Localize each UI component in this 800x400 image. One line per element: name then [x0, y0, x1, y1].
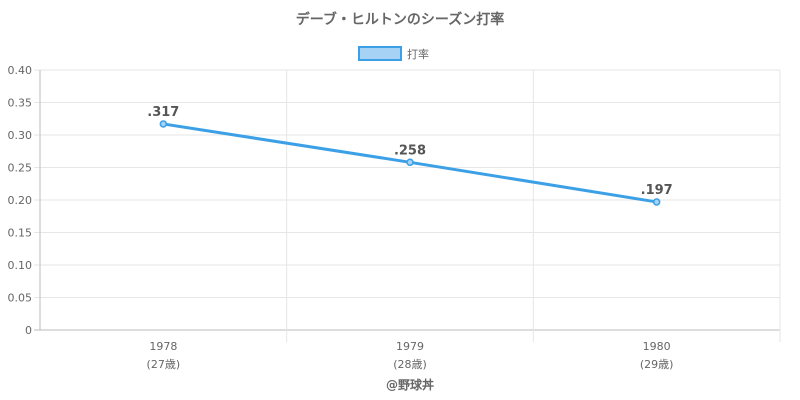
data-point[interactable] — [652, 198, 661, 206]
legend-swatch — [358, 46, 402, 61]
x-tick-label: 1979 — [396, 340, 424, 353]
credit-text: @野球丼 — [386, 377, 434, 392]
series-points — [159, 120, 661, 206]
data-label: .317 — [147, 105, 179, 120]
data-label: .258 — [394, 143, 426, 158]
legend-label: 打率 — [407, 47, 429, 61]
data-label: .197 — [641, 183, 673, 198]
x-axis-ticks: 1978 (27歳) 1979 (28歳) 1980 (29歳) — [147, 340, 674, 371]
data-labels: .317 .258 .197 — [147, 105, 672, 198]
grid-lines — [34, 69, 781, 342]
x-tick-sublabel: (29歳) — [640, 358, 674, 371]
y-tick-label: 0.10 — [8, 259, 33, 272]
data-point[interactable] — [159, 120, 168, 128]
y-tick-label: 0.15 — [8, 227, 33, 240]
y-tick-label: 0.05 — [8, 292, 33, 305]
chart-title: デーブ・ヒルトンのシーズン打率 — [296, 11, 504, 28]
y-axis-ticks: 0 0.05 0.10 0.15 0.20 0.25 0.30 0.35 0.40 — [8, 64, 33, 337]
y-tick-label: 0.20 — [8, 194, 33, 207]
x-tick-label: 1980 — [643, 340, 671, 353]
x-tick-sublabel: (27歳) — [147, 358, 181, 371]
y-tick-label: 0.40 — [8, 64, 33, 77]
y-tick-label: 0.25 — [8, 162, 33, 175]
data-point[interactable] — [406, 158, 414, 167]
y-tick-label: 0.30 — [8, 129, 33, 142]
y-tick-label: 0.35 — [8, 97, 33, 110]
x-tick-sublabel: (28歳) — [393, 358, 427, 371]
y-tick-label: 0 — [25, 324, 32, 337]
x-tick-label: 1978 — [149, 340, 177, 353]
legend[interactable]: 打率 — [358, 46, 429, 61]
